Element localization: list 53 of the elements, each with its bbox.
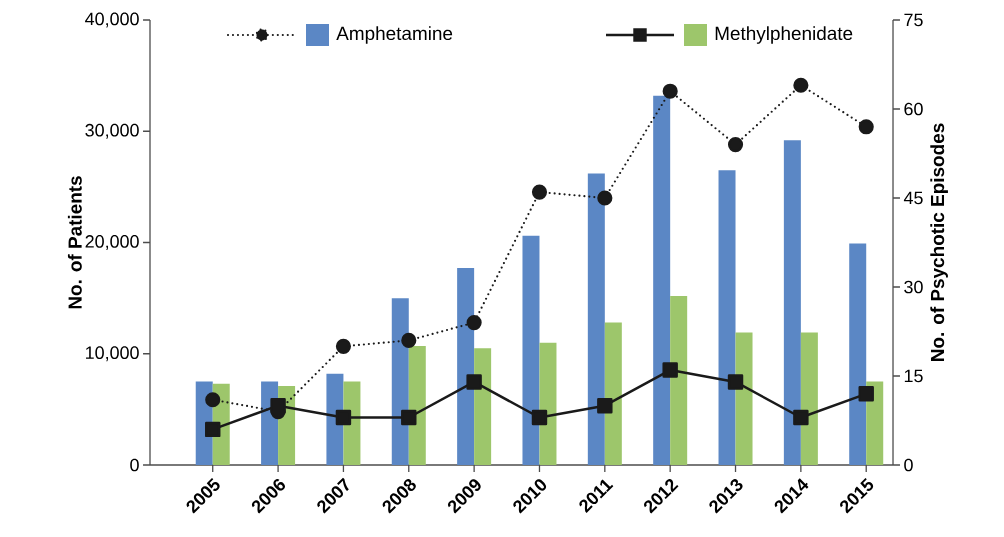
point: [858, 119, 874, 135]
y2-tick-label: 45: [903, 191, 923, 205]
bar: [326, 373, 344, 465]
bar: [604, 322, 622, 465]
bar: [866, 381, 884, 465]
point: [401, 409, 417, 426]
y-tick-label: 30,000: [85, 123, 139, 139]
point: [531, 409, 548, 426]
point: [335, 338, 352, 354]
point: [205, 421, 221, 438]
point: [531, 184, 548, 200]
bar: [587, 173, 605, 465]
y2-tick-label: 0: [904, 458, 913, 472]
point: [466, 315, 482, 331]
y2-axis-title: No. of Psychotic Episodes: [930, 123, 948, 361]
bar: [653, 95, 671, 465]
legend-label: Amphetamine: [336, 26, 453, 44]
bar: [735, 332, 753, 465]
point: [793, 77, 809, 93]
bar: [539, 342, 557, 465]
point: [727, 374, 744, 390]
point: [205, 392, 221, 408]
bar: [670, 295, 688, 465]
legend-label: Methylphenidate: [715, 26, 853, 44]
point: [401, 332, 417, 348]
point: [727, 137, 744, 153]
bar: [391, 298, 409, 465]
bar: [849, 243, 867, 465]
y2-tick-label: 75: [904, 13, 923, 27]
bar: [408, 345, 426, 465]
point: [858, 386, 874, 402]
point: [335, 409, 352, 426]
bar: [457, 268, 475, 465]
y-tick-label: 40,000: [85, 12, 139, 28]
y2-tick-label: 60: [904, 102, 923, 116]
y-axis-title: No. of Patients: [67, 176, 82, 309]
point: [597, 397, 613, 414]
point: [466, 374, 482, 390]
point: [662, 362, 678, 378]
point: [793, 409, 809, 426]
point: [597, 190, 613, 206]
y-tick-label: 20,000: [85, 235, 139, 250]
bar: [718, 170, 736, 465]
bar: [783, 140, 801, 465]
bar: [800, 332, 818, 465]
y2-tick-label: 30: [904, 280, 923, 294]
y-tick-label: 10,000: [86, 346, 139, 362]
y-tick-label: 0: [130, 458, 139, 472]
bar: [522, 235, 540, 465]
point: [270, 397, 286, 414]
bar: [474, 348, 492, 465]
point: [662, 83, 678, 99]
y2-tick-label: 15: [904, 369, 923, 383]
